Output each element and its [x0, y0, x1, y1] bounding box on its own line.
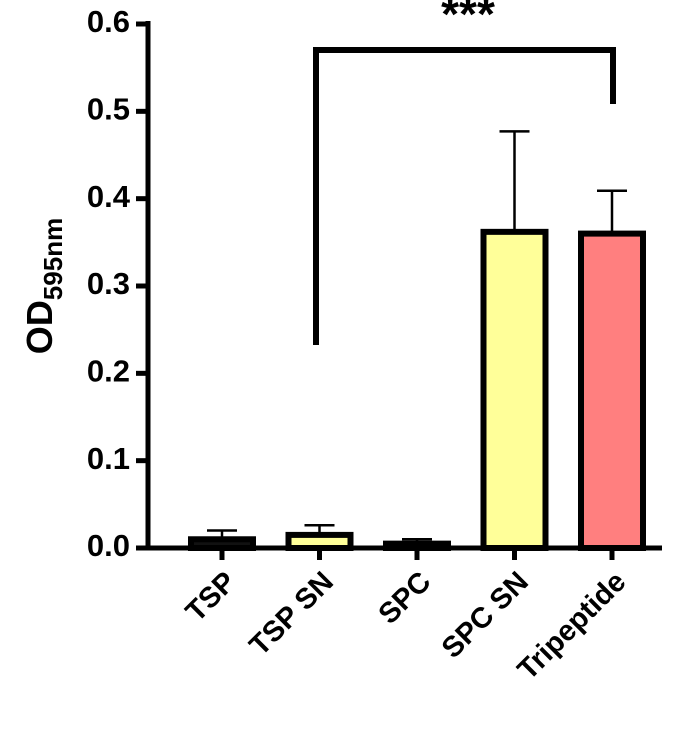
x-tick-label: TSP SN	[244, 566, 340, 662]
x-tick-label: TSP	[180, 566, 243, 629]
y-label-main: OD	[19, 300, 60, 354]
y-tick-label: 0.6	[87, 4, 130, 39]
y-tick-label: 0.5	[87, 92, 130, 127]
y-axis-label: OD595nm	[19, 218, 68, 354]
y-tick-label: 0.4	[87, 179, 131, 214]
significance-bracket	[313, 47, 616, 345]
y-tick-label: 0.2	[87, 354, 130, 389]
y-tick-label: 0.3	[87, 266, 130, 301]
bar	[480, 228, 549, 551]
y-label-sub: 595nm	[38, 218, 68, 300]
bar	[578, 230, 646, 551]
significance-label: ***	[441, 0, 495, 40]
x-tick-label: SPC	[373, 566, 438, 631]
y-tick-label: 0.1	[87, 441, 130, 476]
y-tick-label: 0.0	[87, 528, 130, 563]
x-tick-label: SPC SN	[436, 566, 535, 665]
